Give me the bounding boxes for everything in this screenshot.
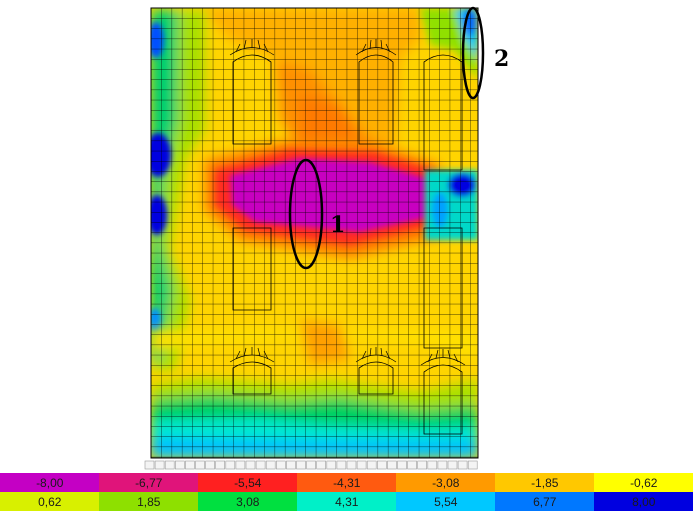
support-node — [417, 460, 428, 470]
support-node — [154, 460, 165, 470]
support-node — [215, 460, 225, 470]
legend-positive-row: 0,62 1,85 3,08 4,31 5,54 6,77 8,00 — [0, 492, 693, 511]
support-node — [356, 460, 367, 470]
support-node — [427, 460, 438, 470]
support-node — [144, 460, 155, 470]
legend-swatch: -8,00 — [0, 473, 100, 492]
legend-swatch: -5,54 — [198, 473, 298, 492]
support-node — [376, 460, 387, 470]
support-node — [164, 460, 175, 470]
support-node — [336, 460, 347, 470]
legend-swatch: 1,85 — [99, 492, 199, 511]
legend-swatch: 3,08 — [198, 492, 298, 511]
arch-voussoirs — [229, 39, 466, 366]
annotation-ellipse-1 — [288, 158, 324, 270]
annotation-label-2: 2 — [494, 46, 509, 72]
support-node — [397, 460, 407, 470]
support-node — [387, 460, 397, 470]
support-node — [457, 460, 468, 470]
support-node — [467, 460, 478, 470]
support-node — [306, 460, 316, 470]
support-node — [265, 460, 276, 470]
support-node — [286, 460, 296, 470]
support-node — [366, 460, 377, 470]
support-node — [316, 460, 327, 470]
support-node — [275, 460, 286, 470]
support-node — [447, 460, 458, 470]
wall-outline — [150, 7, 479, 459]
legend-swatch: 6,77 — [495, 492, 595, 511]
legend-swatch: -0,62 — [594, 473, 693, 492]
support-node — [195, 460, 205, 470]
support-node — [326, 460, 337, 470]
window-opening — [358, 361, 394, 395]
support-node — [175, 460, 185, 470]
window-opening — [232, 227, 272, 311]
openings — [232, 54, 463, 435]
stress-contour-field — [151, 8, 478, 458]
legend-swatch: -6,77 — [99, 473, 199, 492]
window-opening — [423, 54, 463, 171]
support-node — [185, 460, 195, 470]
legend-swatch: 4,31 — [297, 492, 397, 511]
base-supports — [144, 460, 478, 470]
support-node — [407, 460, 417, 470]
support-node — [205, 460, 215, 470]
legend-swatch: -3,08 — [396, 473, 496, 492]
legend-swatch: -1,85 — [495, 473, 595, 492]
window-opening — [232, 54, 272, 145]
support-node — [225, 460, 236, 470]
support-node — [296, 460, 306, 470]
window-opening — [232, 361, 272, 395]
annotation-label-1: 1 — [330, 212, 345, 238]
legend-swatch: 8,00 — [594, 492, 693, 511]
legend-swatch: 0,62 — [0, 492, 100, 511]
window-opening — [423, 227, 463, 349]
legend-negative-row: -8,00 -6,77 -5,54 -4,31 -3,08 -1,85 -0,62 — [0, 473, 693, 492]
support-node — [346, 460, 357, 470]
fe-mesh — [151, 8, 478, 458]
support-node — [245, 460, 256, 470]
support-node — [437, 460, 448, 470]
legend-swatch: 5,54 — [396, 492, 496, 511]
annotation-ellipse-2 — [461, 6, 485, 100]
support-node — [255, 460, 266, 470]
window-opening — [423, 364, 463, 435]
legend-swatch: -4,31 — [297, 473, 397, 492]
support-node — [235, 460, 246, 470]
window-opening — [358, 54, 394, 145]
